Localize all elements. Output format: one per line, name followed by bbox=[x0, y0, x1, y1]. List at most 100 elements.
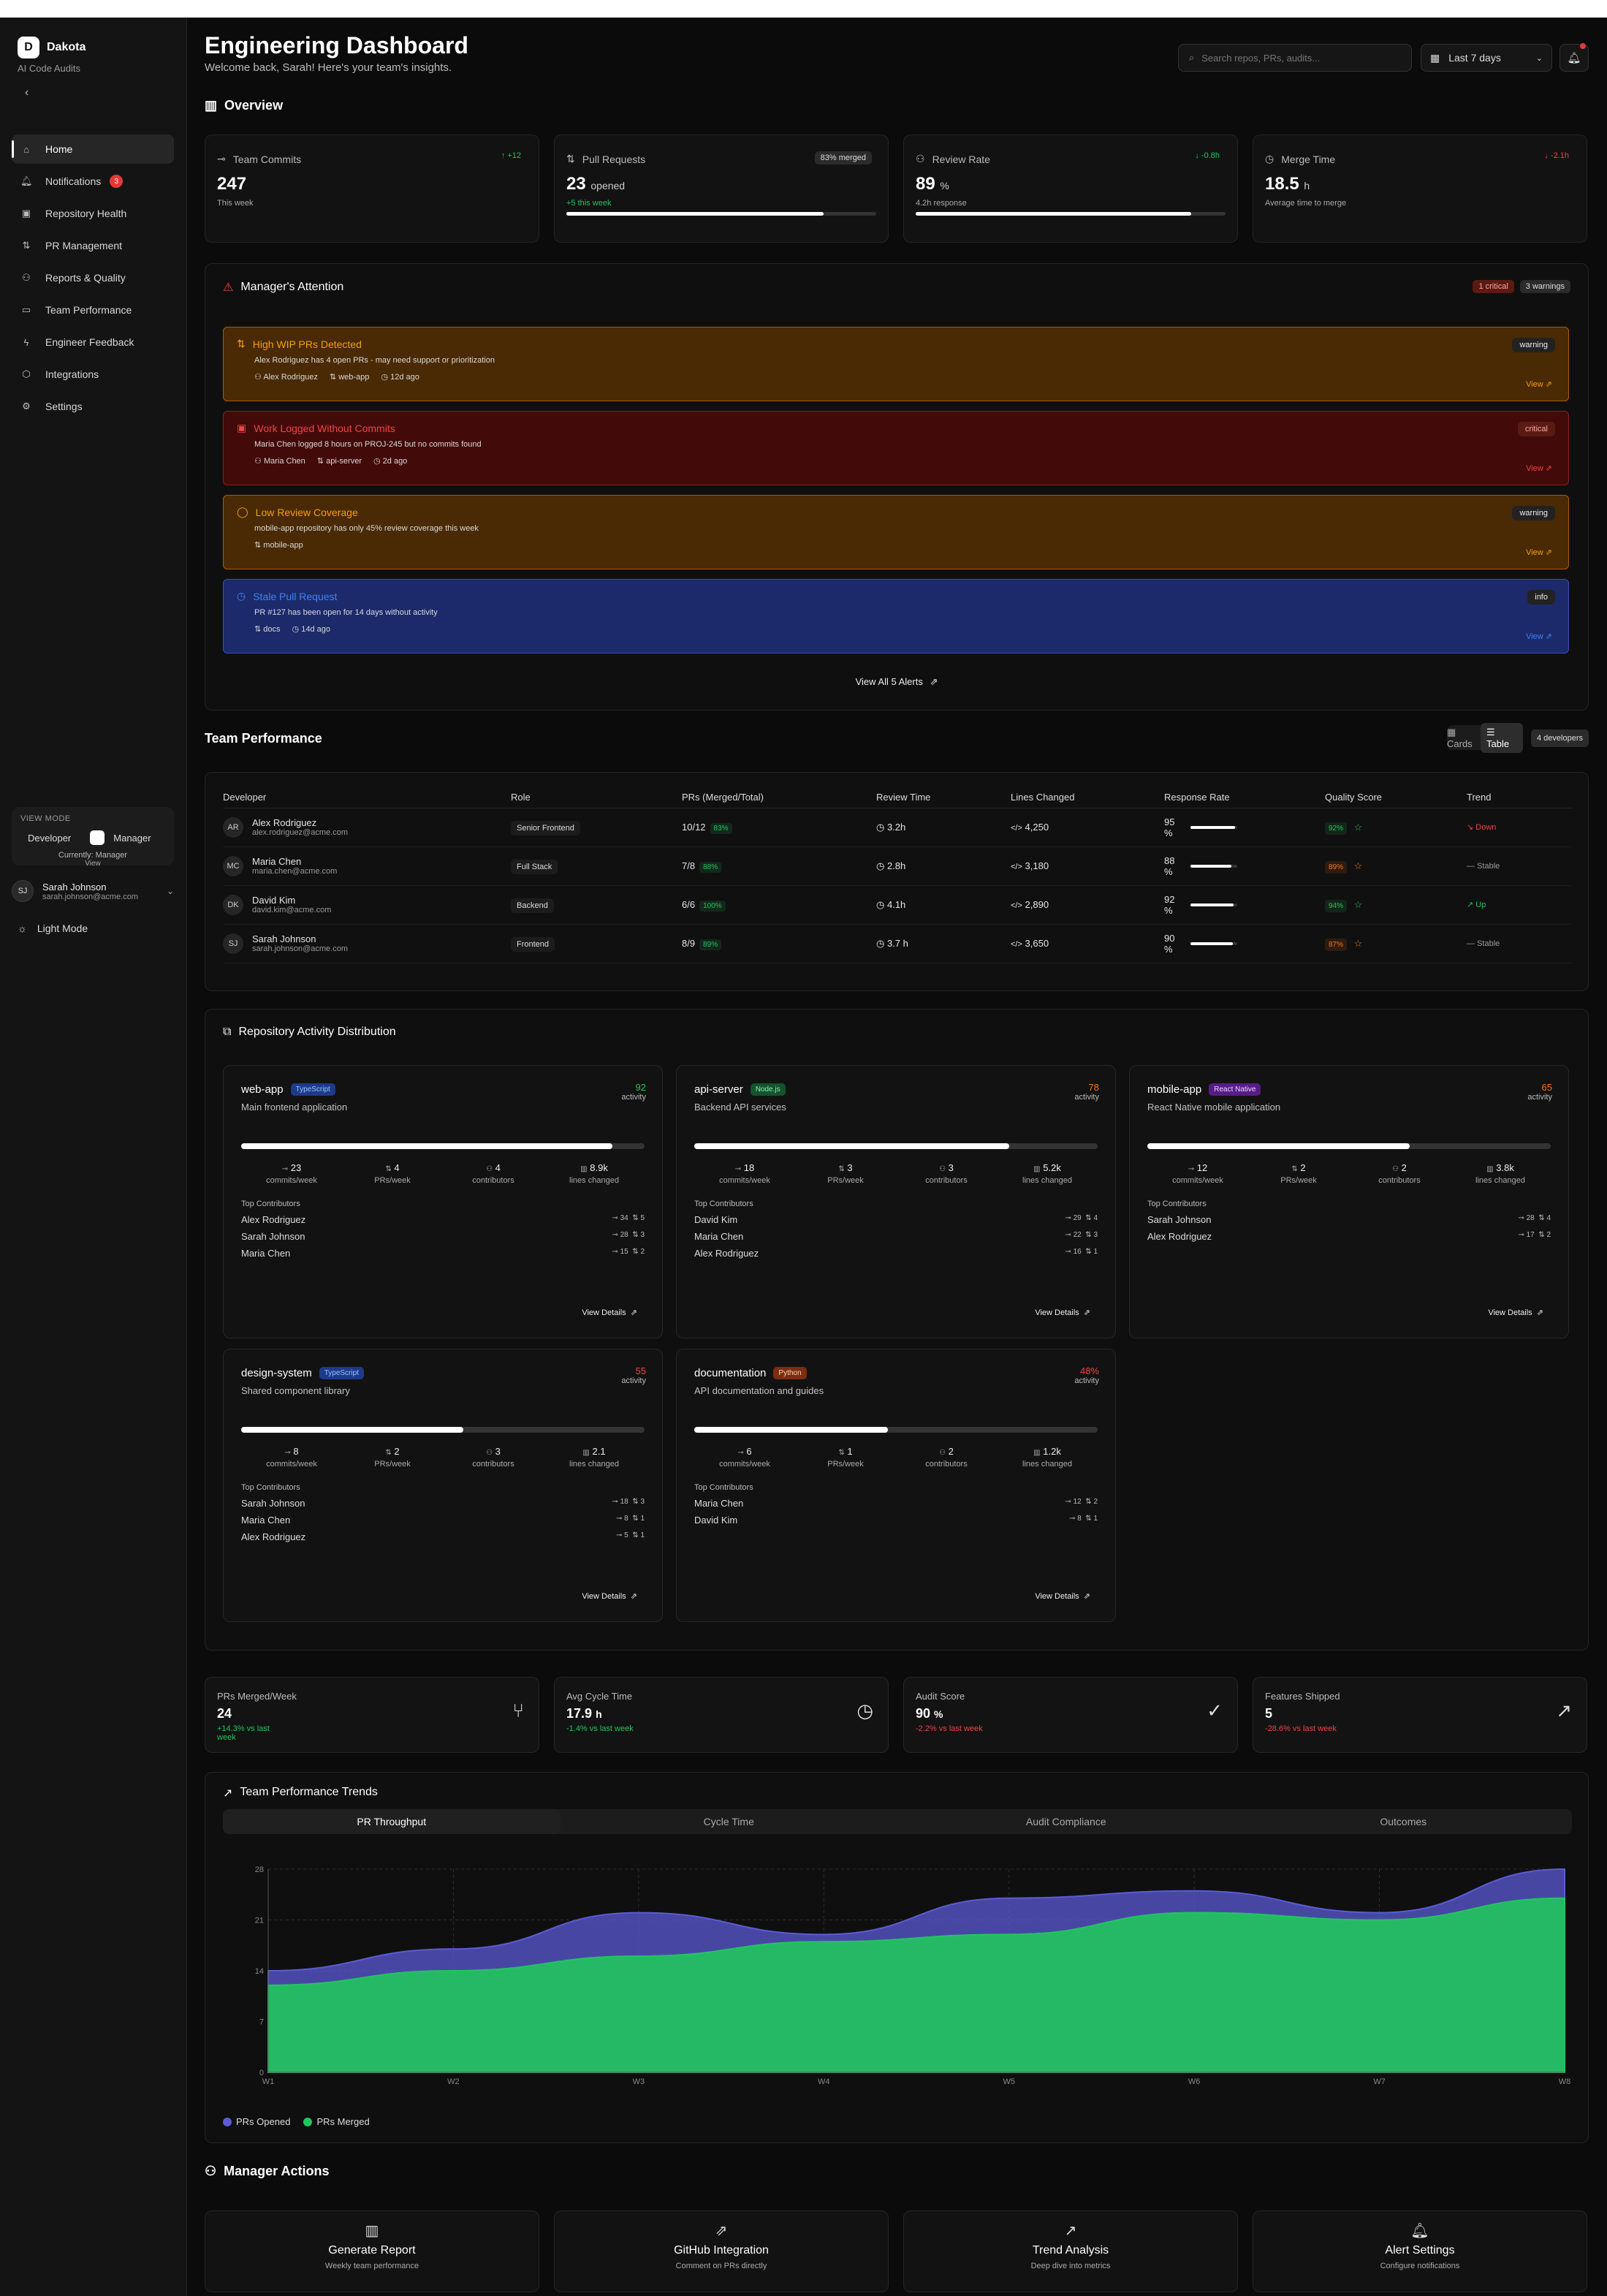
contributor-row: Alex Rodriguez ⊸ 17 ⇅ 2 bbox=[1147, 1231, 1551, 1242]
trend-icon: — bbox=[1467, 939, 1475, 948]
commit-icon: ⊸ bbox=[1065, 1498, 1071, 1506]
kpi-value: 89 % bbox=[916, 174, 949, 194]
column-header: Lines Changed bbox=[1011, 787, 1164, 808]
alert-card[interactable]: ◷ Stale Pull Request PR #127 has been ope… bbox=[223, 579, 1569, 653]
tab-audit-compliance[interactable]: Audit Compliance bbox=[1025, 1816, 1106, 1827]
repo-stat-contributors: ⚇ 2 contributors bbox=[925, 1446, 968, 1469]
top-contributors-label: Top Contributors bbox=[694, 1483, 753, 1492]
alert-view-link[interactable]: View ⇗ bbox=[1526, 632, 1552, 641]
tab-outcomes[interactable]: Outcomes bbox=[1380, 1816, 1427, 1827]
search-input[interactable] bbox=[1201, 52, 1392, 64]
users-icon: ⚇ bbox=[939, 1165, 946, 1173]
cards-view-button[interactable]: ▦ Cards bbox=[1447, 727, 1481, 749]
users-icon: ⚇ bbox=[1392, 1165, 1399, 1173]
trends-tabs: PR Throughput Cycle Time Audit Compliance O… bbox=[223, 1809, 1572, 1834]
alert-meta-item: ⚇ Maria Chen bbox=[254, 457, 305, 466]
commit-icon: ⊸ bbox=[1065, 1231, 1071, 1239]
warnings-count-badge: 3 warnings bbox=[1519, 280, 1570, 293]
metric-value: 5 bbox=[1265, 1706, 1273, 1721]
alert-card[interactable]: ⇅ High WIP PRs Detected Alex Rodriguez ha… bbox=[223, 327, 1569, 401]
commit-icon: ⊸ bbox=[612, 1498, 618, 1506]
action-generate-report[interactable]: ▥ Generate Report Weekly team performanc… bbox=[205, 2210, 539, 2292]
table-row[interactable]: AR Alex Rodriguez alex.rodriguez@acme.com … bbox=[223, 808, 1572, 847]
sidebar-item-settings[interactable]: ⚙ Settings bbox=[12, 392, 174, 421]
folder-icon: ⧉ bbox=[223, 1026, 232, 1038]
action-subtitle: Deep dive into metrics bbox=[1030, 2262, 1111, 2270]
top-contributors-label: Top Contributors bbox=[241, 1483, 300, 1492]
view-details-button[interactable]: View Details ⇗ bbox=[1035, 1308, 1090, 1317]
git-merge-icon: ⑂ bbox=[512, 1700, 524, 1721]
action-trend-analysis[interactable]: ↗ Trend Analysis Deep dive into metrics bbox=[903, 2210, 1238, 2292]
repo-activity-bar bbox=[1147, 1143, 1551, 1149]
commits-icon: ⊸ bbox=[737, 1449, 744, 1457]
chevron-down-icon: ⌄ bbox=[1535, 53, 1543, 63]
clock-icon: ◷ bbox=[1265, 153, 1274, 164]
merge-percent: 89% bbox=[699, 939, 722, 950]
collapse-sidebar-icon[interactable]: ‹ bbox=[25, 86, 29, 99]
user-menu[interactable]: SJ Sarah Johnson sarah.johnson@acme.com … bbox=[12, 880, 174, 902]
alert-card[interactable]: ▣ Work Logged Without Commits Maria Chen … bbox=[223, 411, 1569, 485]
table-row[interactable]: SJ Sarah Johnson sarah.johnson@acme.com Fr… bbox=[223, 924, 1572, 963]
view-details-button[interactable]: View Details ⇗ bbox=[1035, 1592, 1090, 1601]
view-details-button[interactable]: View Details ⇗ bbox=[582, 1308, 637, 1317]
code-icon: </> bbox=[1011, 901, 1022, 910]
sidebar-item-home[interactable]: ⌂ Home bbox=[12, 134, 174, 164]
sidebar-item-integrations[interactable]: ⬡ Integrations bbox=[12, 360, 174, 389]
date-range-select[interactable]: ▦ Last 7 days ⌄ bbox=[1421, 44, 1552, 72]
action-github-integration[interactable]: ⇗ GitHub Integration Comment on PRs dire… bbox=[554, 2210, 889, 2292]
sidebar-item-reports-quality[interactable]: ⚇ Reports & Quality bbox=[12, 263, 174, 292]
view-mode-manager[interactable]: Manager bbox=[113, 832, 151, 844]
view-mode-toggle[interactable] bbox=[90, 830, 105, 845]
view-mode-panel: VIEW MODE Developer Manager Currently: M… bbox=[12, 807, 174, 868]
response-rate: 92 % bbox=[1164, 893, 1175, 916]
action-alert-settings[interactable]: 🔔︎ Alert Settings Configure notification… bbox=[1253, 2210, 1587, 2292]
view-mode-developer[interactable]: Developer bbox=[28, 832, 72, 844]
sidebar-item-repository-health[interactable]: ▣ Repository Health bbox=[12, 199, 174, 228]
view-details-button[interactable]: View Details ⇗ bbox=[1488, 1308, 1543, 1317]
git-pr-icon: ⇅ bbox=[316, 457, 324, 466]
commit-icon: ⊸ bbox=[615, 1515, 623, 1523]
git-pr-icon: ⇅ bbox=[632, 1515, 639, 1523]
sidebar-item-engineer-feedback[interactable]: ϟ Engineer Feedback bbox=[12, 327, 174, 357]
table-row[interactable]: MC Maria Chen maria.chen@acme.com Full Sta… bbox=[223, 846, 1572, 886]
light-mode-toggle[interactable]: ☼ Light Mode bbox=[18, 922, 88, 934]
alert-view-link[interactable]: View ⇗ bbox=[1526, 380, 1552, 389]
trend-label: Stable bbox=[1477, 861, 1500, 871]
alert-title: High WIP PRs Detected bbox=[252, 338, 362, 350]
column-header: Quality Score bbox=[1325, 787, 1467, 808]
table-row[interactable]: DK David Kim david.kim@acme.com Backend 6/… bbox=[223, 885, 1572, 925]
kpi-value: 247 bbox=[217, 174, 247, 194]
tab-cycle-time[interactable]: Cycle Time bbox=[703, 1816, 754, 1827]
file-icon: ▣ bbox=[237, 422, 247, 433]
repo-description: Backend API services bbox=[694, 1102, 786, 1113]
manager-actions-heading: ⚇ Manager Actions bbox=[205, 2164, 330, 2179]
clock-icon: ◷ bbox=[237, 590, 246, 602]
prs-value: 8/9 bbox=[682, 938, 696, 949]
repository-activity-panel: ⧉ Repository Activity Distribution web-a… bbox=[205, 1009, 1589, 1651]
alert-view-link[interactable]: View ⇗ bbox=[1526, 464, 1552, 473]
alert-meta-item: ⇅ web-app bbox=[329, 373, 370, 382]
search-icon: ⌕ bbox=[1189, 52, 1195, 63]
tab-pr-throughput[interactable]: PR Throughput bbox=[223, 1809, 561, 1834]
team-performance-title: Team Performance bbox=[205, 731, 322, 746]
brand[interactable]: D Dakota bbox=[18, 37, 86, 58]
notifications-button[interactable]: 🔔︎ bbox=[1559, 43, 1589, 72]
repo-stat-contributors: ⚇ 4 contributors bbox=[472, 1162, 514, 1185]
git-pr-icon: ⇅ bbox=[632, 1248, 639, 1256]
repo-card-api-server: api-server Node.js Backend API services 7… bbox=[676, 1065, 1116, 1338]
clock-icon: ◷ bbox=[876, 860, 885, 871]
sidebar-item-pr-management[interactable]: ⇅ PR Management bbox=[12, 231, 174, 260]
view-all-alerts-link[interactable]: View All 5 Alerts ⇗ bbox=[205, 676, 1588, 688]
search-box[interactable]: ⌕ bbox=[1178, 44, 1412, 72]
sidebar-item-team-performance[interactable]: ▭ Team Performance bbox=[12, 295, 174, 325]
clock-icon: ◷ bbox=[373, 457, 381, 466]
y-tick-label: 28 bbox=[255, 1865, 264, 1874]
commit-icon: ⊸ bbox=[1518, 1214, 1524, 1222]
sidebar-item-notifications[interactable]: 🔔︎ Notifications 3 bbox=[12, 167, 174, 196]
alert-card[interactable]: ◯ Low Review Coverage mobile-app reposito… bbox=[223, 495, 1569, 569]
view-details-button[interactable]: View Details ⇗ bbox=[582, 1592, 637, 1601]
sun-icon: ☼ bbox=[18, 922, 27, 934]
top-contributors-label: Top Contributors bbox=[694, 1200, 753, 1208]
table-view-button[interactable]: ☰ Table bbox=[1481, 722, 1523, 753]
alert-view-link[interactable]: View ⇗ bbox=[1526, 548, 1552, 557]
